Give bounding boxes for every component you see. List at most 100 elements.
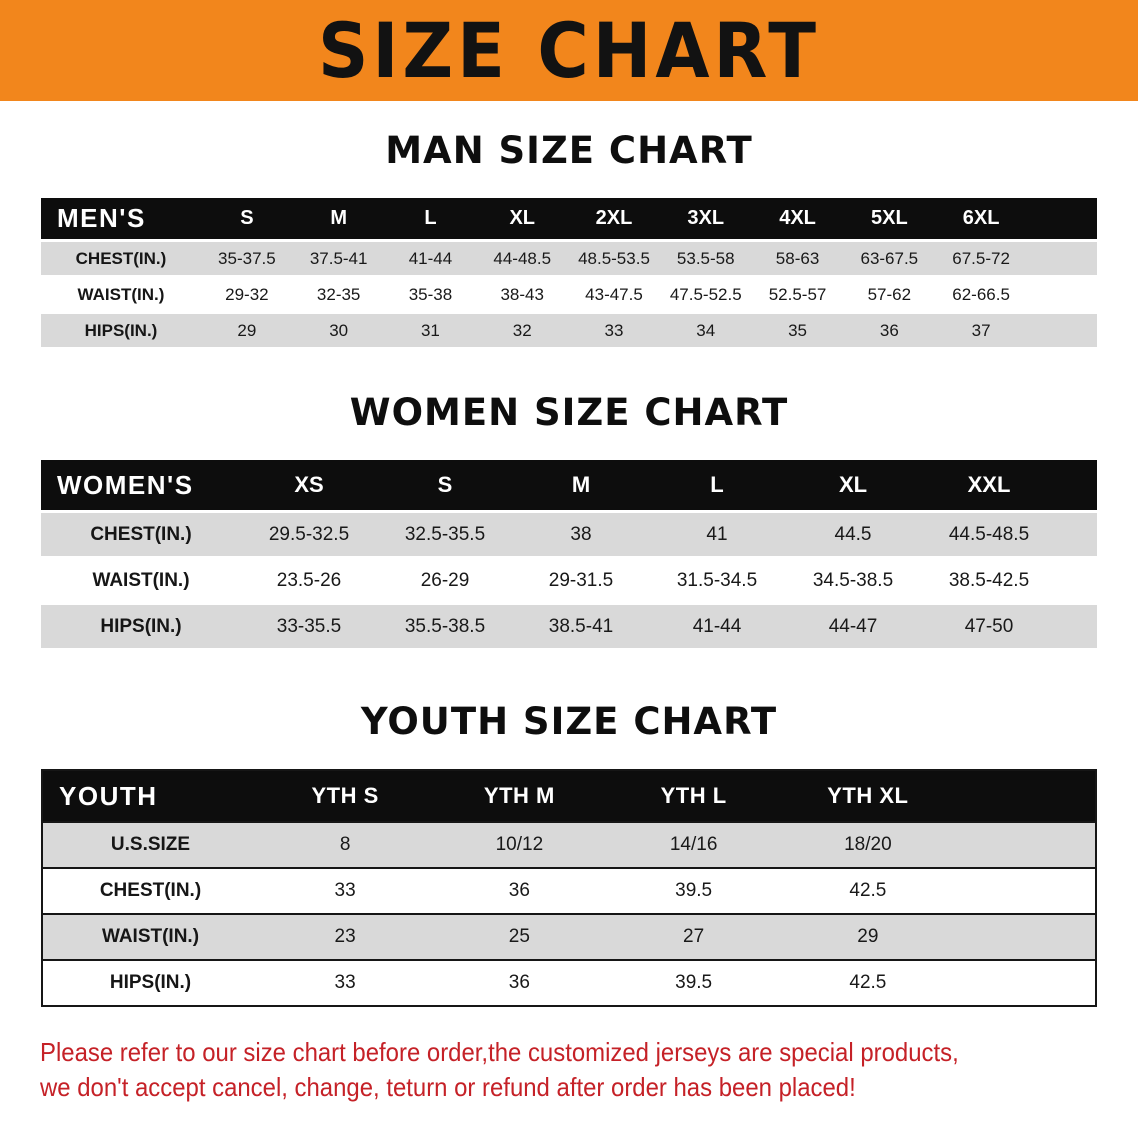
row-label: CHEST(IN.) [90,523,192,545]
table-cell: 33 [604,320,624,340]
table-cell: 32 [512,320,532,340]
table-cell: 43-47.5 [585,284,643,304]
table-cell: 31.5-34.5 [676,569,758,591]
size-chart-page: SIZE CHART MAN SIZE CHART MEN'S S M L XL 2XL 3X… [0,0,1138,1105]
table-cell: 52.5-57 [768,284,827,304]
row-label: U.S.SIZE [110,834,191,855]
youth-size-table: YOUTH YTH S YTH M YTH L YTH XL U.S.SIZE 8 10/12… [41,769,1097,1007]
column-header: XL [838,472,868,497]
table-cell: 44-48.5 [493,248,552,268]
row-label: HIPS(IN.) [100,615,182,637]
table-cell: 32-35 [316,284,361,304]
women-size-table: WOMEN'S XS S M L XL XXL CHEST(IN.) 29.5-32.5 32.5… [41,460,1097,648]
row-label: WAIST(IN.) [92,569,190,591]
column-header: YTH L [660,783,727,808]
table-cell: 41 [706,523,728,545]
table-cell: 38 [570,523,592,545]
men-section-heading: MAN SIZE CHART [385,129,753,172]
row-label: CHEST(IN.) [75,248,167,268]
table-cell: 41-44 [692,615,742,637]
column-header: XS [294,472,324,497]
table-cell: 34 [696,320,716,340]
table-cell: 38.5-42.5 [948,569,1030,591]
table-cell: 32.5-35.5 [404,523,486,545]
table-cell: 36 [508,880,530,901]
column-header: 4XL [779,207,816,229]
table-cell: 35-38 [408,284,453,304]
table-cell: 29 [857,926,879,947]
table-cell: 38.5-41 [548,615,614,637]
table-row: HIPS(IN.) 33 36 39.5 42.5 [43,959,1095,1005]
page-title: SIZE CHART [317,6,821,95]
table-cell: 42.5 [849,880,887,901]
row-label: WAIST(IN.) [77,284,165,304]
table-cell: 42.5 [849,972,887,993]
youth-table-header-row: YOUTH YTH S YTH M YTH L YTH XL [43,771,1095,821]
table-cell: 63-67.5 [860,248,919,268]
table-cell: 36 [879,320,899,340]
women-table-header-row: WOMEN'S XS S M L XL XXL [41,460,1097,510]
table-row: HIPS(IN.) 29 30 31 32 33 34 35 36 37 [41,314,1097,347]
table-cell: 37 [971,320,991,340]
table-cell: 47.5-52.5 [669,284,742,304]
size-chart-sections: MAN SIZE CHART MEN'S S M L XL 2XL 3XL 4XL 5XL 6XL C… [0,129,1138,1007]
table-row: WAIST(IN.) 23.5-26 26-29 29-31.5 31.5-34.5 34… [41,559,1097,602]
youth-section-heading: YOUTH SIZE CHART [360,700,778,743]
column-header: YTH M [483,783,555,808]
table-cell: 39.5 [675,972,713,993]
table-cell: 41-44 [408,248,453,268]
row-label: HIPS(IN.) [84,320,158,340]
column-header: YTH XL [827,783,909,808]
column-header: S [437,472,453,497]
table-cell: 36 [508,972,530,993]
column-header: XL [509,207,535,229]
table-cell: 53.5-58 [676,248,735,268]
table-cell: 35.5-38.5 [404,615,486,637]
table-cell: 29-32 [225,284,269,304]
youth-corner-label: YOUTH [59,780,158,811]
table-cell: 27 [683,926,705,947]
table-row: CHEST(IN.) 29.5-32.5 32.5-35.5 38 41 44.5 44.5… [41,513,1097,556]
table-cell: 29.5-32.5 [268,523,350,545]
table-cell: 29 [237,320,257,340]
table-cell: 18/20 [844,834,892,855]
column-header: 3XL [687,207,725,229]
table-cell: 47-50 [964,615,1014,637]
men-size-section: MAN SIZE CHART MEN'S S M L XL 2XL 3XL 4XL 5XL 6XL C… [0,129,1138,347]
table-cell: 35 [788,320,807,340]
column-header: M [571,472,591,497]
table-cell: 10/12 [495,834,544,855]
disclaimer-line-1: Please refer to our size chart before or… [40,1037,959,1067]
table-row: WAIST(IN.) 23 25 27 29 [43,913,1095,959]
table-cell: 33 [334,880,356,901]
table-cell: 31 [420,320,440,340]
column-header: S [240,207,254,229]
table-cell: 58-63 [775,248,820,268]
table-cell: 29-31.5 [548,569,614,591]
disclaimer: Please refer to our size chart before or… [40,1035,1138,1105]
row-label: CHEST(IN.) [99,880,202,901]
table-cell: 62-66.5 [952,284,1010,304]
women-section-heading: WOMEN SIZE CHART [349,391,789,434]
table-cell: 35-37.5 [218,248,276,268]
table-cell: 25 [508,926,530,947]
column-header: L [424,207,437,229]
men-table-header-row: MEN'S S M L XL 2XL 3XL 4XL 5XL 6XL [41,198,1097,239]
table-cell: 14/16 [669,834,718,855]
disclaimer-line-2: we don't accept cancel, change, teturn o… [40,1072,856,1103]
column-header: YTH S [311,783,379,808]
column-header: L [710,472,724,497]
table-row: HIPS(IN.) 33-35.5 35.5-38.5 38.5-41 41-44 44-… [41,605,1097,648]
column-header: M [330,207,347,229]
table-cell: 67.5-72 [952,248,1010,268]
table-cell: 38-43 [500,284,544,304]
row-label: HIPS(IN.) [109,972,192,993]
men-size-table: MEN'S S M L XL 2XL 3XL 4XL 5XL 6XL CHEST(IN.) 35-37… [41,198,1097,347]
table-cell: 44.5 [834,523,872,545]
column-header: XXL [967,472,1011,497]
table-row: WAIST(IN.) 29-32 32-35 35-38 38-43 43-47.5 47.… [41,278,1097,311]
column-header: 6XL [962,207,1000,229]
youth-size-section: YOUTH SIZE CHART YOUTH YTH S YTH M YTH L YTH … [0,700,1138,1007]
table-cell: 23.5-26 [276,569,342,591]
table-row: CHEST(IN.) 35-37.5 37.5-41 41-44 44-48.5 48.5… [41,242,1097,275]
